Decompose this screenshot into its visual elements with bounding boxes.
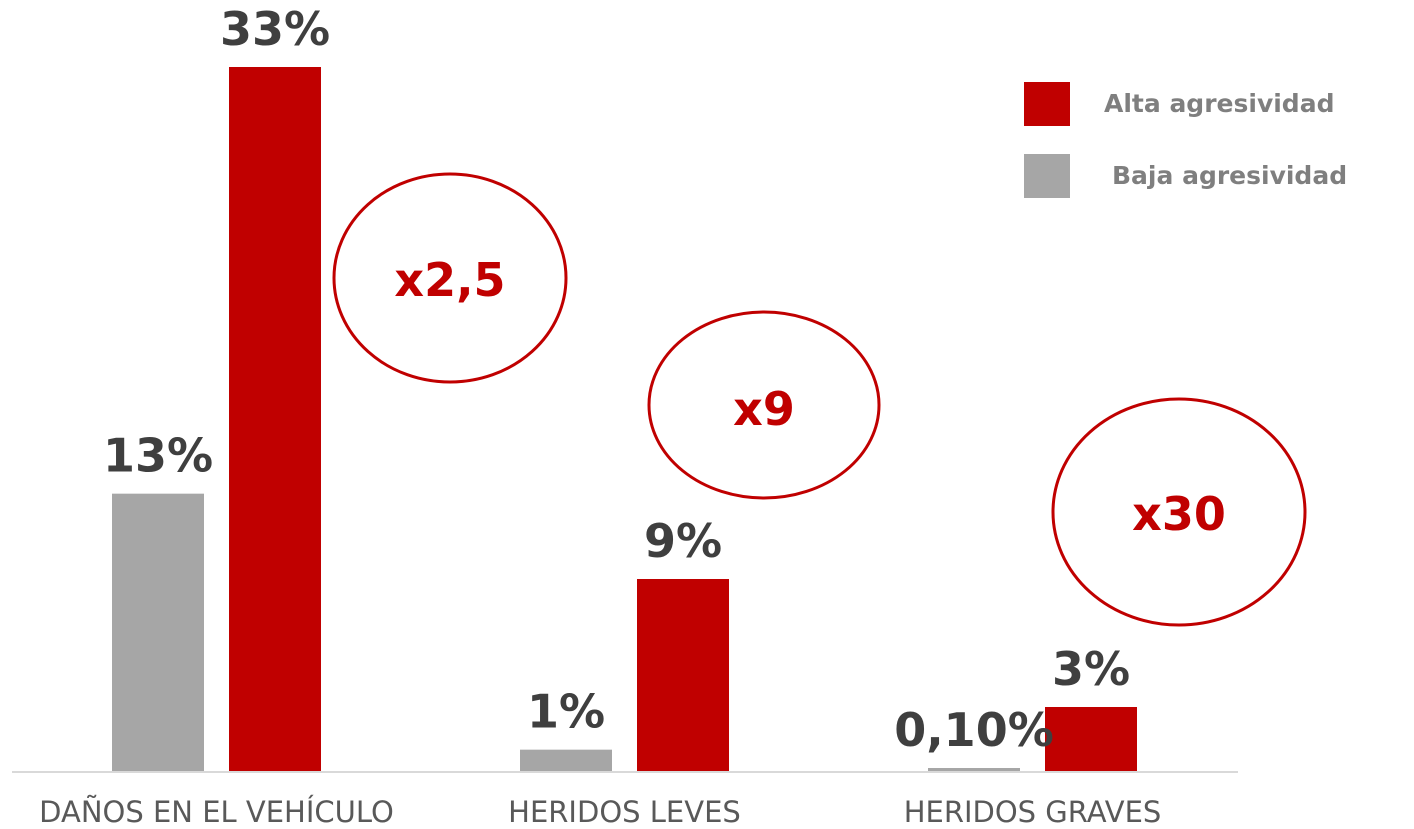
value-label-baja-agresividad-3: 0,10% [894, 703, 1054, 757]
value-label-alta-agresividad-3: 3% [1052, 642, 1130, 696]
legend-swatch-baja-agresividad [1024, 154, 1070, 198]
value-label-alta-agresividad-1: 33% [220, 2, 330, 56]
value-labels-group: 13% 33% 1% 9% 0,10% 3% [103, 2, 1130, 757]
bar-baja-agresividad-1 [112, 493, 204, 771]
multiplier-annotations-group: x2,5 x9 x30 [332, 172, 1307, 627]
category-label-3: HERIDOS GRAVES [904, 795, 1162, 829]
multiplier-label-3: x30 [1132, 487, 1226, 541]
value-label-alta-agresividad-2: 9% [644, 514, 722, 568]
multiplier-circle-2 [647, 310, 881, 500]
category-label-1: DAÑOS EN EL VEHÍCULO [39, 795, 394, 829]
multiplier-label-1: x2,5 [394, 253, 505, 307]
bar-alta-agresividad-3 [1045, 707, 1137, 771]
category-label-2: HERIDOS LEVES [508, 795, 741, 829]
multiplier-circle-3 [1051, 397, 1307, 627]
multiplier-circle-1 [332, 172, 568, 384]
bar-baja-agresividad-3 [928, 768, 1020, 771]
bar-alta-agresividad-2 [637, 579, 729, 771]
category-labels-group: DAÑOS EN EL VEHÍCULO HERIDOS LEVES HERIDOS… [39, 795, 1161, 829]
bar-alta-agresividad-1 [229, 67, 321, 771]
multiplier-label-2: x9 [733, 382, 795, 436]
bars-group [112, 67, 1137, 771]
value-label-baja-agresividad-1: 13% [103, 429, 213, 483]
legend-swatch-alta-agresividad [1024, 82, 1070, 126]
value-label-baja-agresividad-2: 1% [527, 685, 605, 739]
legend-label-alta-agresividad: Alta agresividad [1104, 89, 1334, 118]
legend: Alta agresividad Baja agresividad [1024, 82, 1347, 198]
legend-label-baja-agresividad: Baja agresividad [1112, 161, 1347, 190]
bar-baja-agresividad-2 [520, 749, 612, 771]
